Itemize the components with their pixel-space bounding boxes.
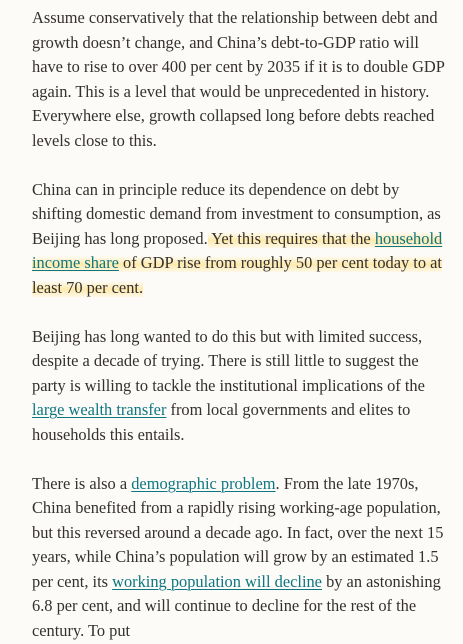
paragraph: China can in principle reduce its depend… [32, 178, 449, 301]
link[interactable]: large wealth transfer [32, 400, 167, 420]
link[interactable]: working population will decline [112, 571, 322, 591]
text: Assume conservatively that the relations… [32, 8, 445, 150]
page-body: Assume conservatively that the relations… [32, 8, 445, 641]
page: Article excerpt {"article": {"paragraphs… [32, 8, 445, 641]
text: from local governments and elites to hou… [32, 400, 411, 444]
paragraph: Assume conservatively that the relations… [32, 6, 449, 154]
text: of GDP rise from roughly 50 per cent tod… [32, 253, 442, 297]
text: China can in principle reduce its depend… [32, 179, 441, 248]
paragraph: There is also a demographic problem. Fro… [32, 472, 449, 644]
link[interactable]: demographic problem [131, 473, 276, 493]
text: Yet this requires that the [207, 228, 375, 248]
link[interactable]: household income share [32, 228, 443, 273]
text: There is also a [32, 473, 132, 493]
paragraph: Beijing has long wanted to do this but w… [32, 325, 449, 448]
text: Beijing has long wanted to do this but w… [32, 326, 425, 395]
